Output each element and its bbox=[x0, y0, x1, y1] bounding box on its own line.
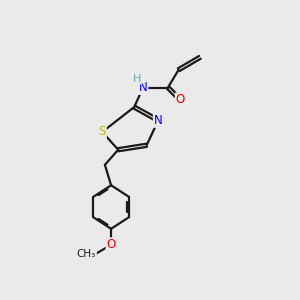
Text: O: O bbox=[106, 238, 116, 251]
Text: H: H bbox=[133, 74, 141, 84]
Text: O: O bbox=[176, 94, 185, 106]
Text: S: S bbox=[98, 125, 106, 139]
Text: N: N bbox=[139, 81, 148, 94]
Text: N: N bbox=[154, 114, 163, 127]
Text: CH₃: CH₃ bbox=[77, 249, 96, 259]
